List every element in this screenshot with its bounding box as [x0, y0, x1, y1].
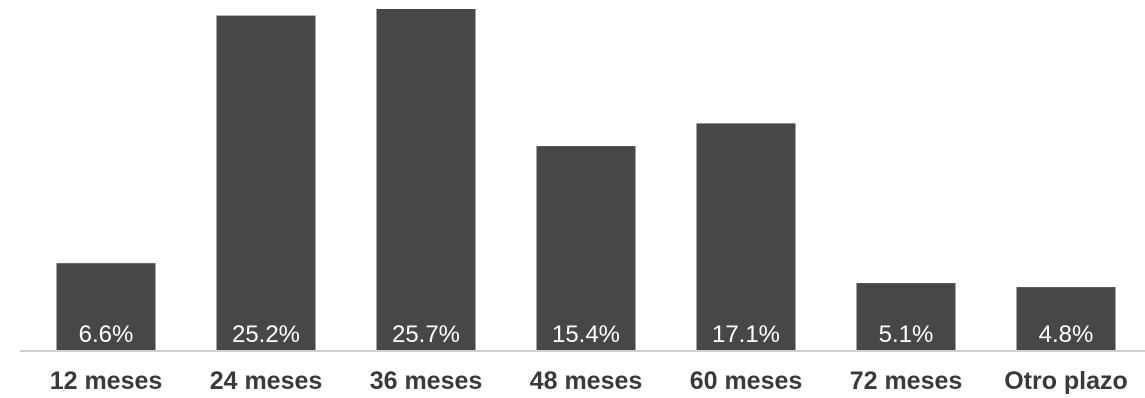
bars-group — [56, 9, 1116, 352]
data-label-60-meses: 17.1% — [712, 321, 780, 348]
bar-24-meses — [216, 15, 316, 351]
category-label-12-meses: 12 meses — [50, 367, 163, 395]
data-label-otro-plazo: 4.8% — [1039, 321, 1094, 348]
category-label-otro-plazo: Otro plazo — [1004, 367, 1128, 395]
category-label-24-meses: 24 meses — [210, 367, 323, 395]
data-labels-group: 6.6% 25.2% 25.7% 15.4% 17.1% 5.1% 4.8% — [79, 321, 1094, 348]
category-label-72-meses: 72 meses — [850, 367, 963, 395]
bar-60-meses — [696, 123, 796, 352]
category-label-48-meses: 48 meses — [530, 367, 643, 395]
bar-12-meses — [56, 263, 156, 351]
bar-72-meses — [856, 283, 956, 351]
bar-48-meses — [536, 146, 636, 351]
data-label-72-meses: 5.1% — [879, 321, 934, 348]
data-label-36-meses: 25.7% — [392, 321, 460, 348]
bar-36-meses — [376, 9, 476, 351]
data-label-12-meses: 6.6% — [79, 321, 134, 348]
category-labels-group: 12 meses 24 meses 36 meses 48 meses 60 meses… — [50, 367, 1128, 395]
category-label-60-meses: 60 meses — [690, 367, 803, 395]
data-label-24-meses: 25.2% — [232, 321, 300, 348]
data-label-48-meses: 15.4% — [552, 321, 620, 348]
category-label-36-meses: 36 meses — [370, 367, 483, 395]
bar-otro-plazo — [1016, 287, 1116, 351]
